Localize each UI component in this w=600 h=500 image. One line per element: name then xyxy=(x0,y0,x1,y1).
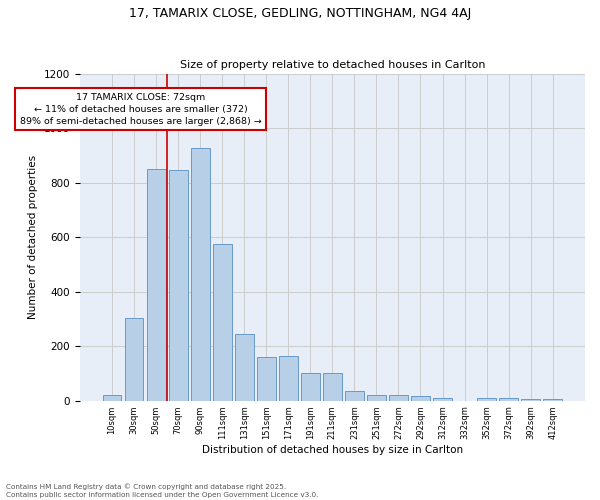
Bar xyxy=(433,398,452,400)
Bar xyxy=(257,356,275,401)
Text: Contains HM Land Registry data © Crown copyright and database right 2025.
Contai: Contains HM Land Registry data © Crown c… xyxy=(6,484,319,498)
Bar xyxy=(323,374,342,400)
Bar xyxy=(169,170,188,400)
Bar xyxy=(213,244,232,400)
Bar xyxy=(125,318,143,400)
Bar xyxy=(103,396,121,400)
Y-axis label: Number of detached properties: Number of detached properties xyxy=(28,156,38,320)
Bar xyxy=(499,398,518,400)
Bar xyxy=(389,396,408,400)
Bar xyxy=(147,170,166,400)
Bar xyxy=(367,396,386,400)
Bar xyxy=(191,148,209,400)
Bar xyxy=(477,398,496,400)
Text: 17, TAMARIX CLOSE, GEDLING, NOTTINGHAM, NG4 4AJ: 17, TAMARIX CLOSE, GEDLING, NOTTINGHAM, … xyxy=(129,8,471,20)
Title: Size of property relative to detached houses in Carlton: Size of property relative to detached ho… xyxy=(179,60,485,70)
Bar xyxy=(279,356,298,401)
Bar xyxy=(345,391,364,400)
Bar xyxy=(411,396,430,400)
Bar xyxy=(301,374,320,400)
Text: 17 TAMARIX CLOSE: 72sqm
← 11% of detached houses are smaller (372)
89% of semi-d: 17 TAMARIX CLOSE: 72sqm ← 11% of detache… xyxy=(20,93,262,126)
Bar xyxy=(235,334,254,400)
X-axis label: Distribution of detached houses by size in Carlton: Distribution of detached houses by size … xyxy=(202,445,463,455)
